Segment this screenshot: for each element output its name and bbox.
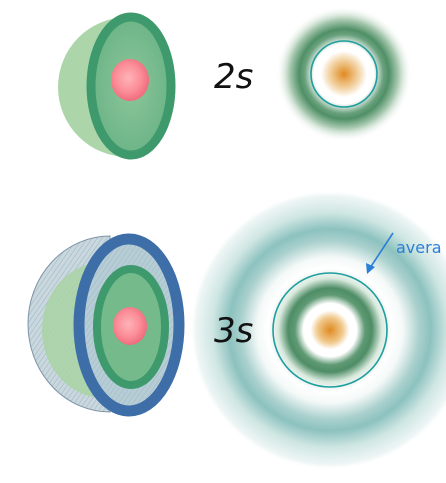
sphere-3s-cutaway [27, 233, 185, 417]
average-radius-ring-3s [272, 272, 388, 388]
density-cloud-2s [276, 6, 412, 142]
nucleus-3s [113, 307, 147, 345]
sphere-2s-cutaway [58, 12, 176, 160]
annotation-clip: avera [396, 236, 446, 260]
annotation-arrow [366, 232, 394, 274]
density-cloud-3s [190, 190, 446, 470]
annotation-text: avera [396, 238, 442, 257]
nucleus-2s [111, 59, 149, 101]
density-plot-3s [190, 190, 446, 470]
orbital-label-3s: 3s [214, 311, 254, 351]
orbital-label-2s: 2s [214, 57, 254, 97]
density-plot-2s [276, 6, 412, 142]
node-ring-2s [310, 40, 378, 108]
